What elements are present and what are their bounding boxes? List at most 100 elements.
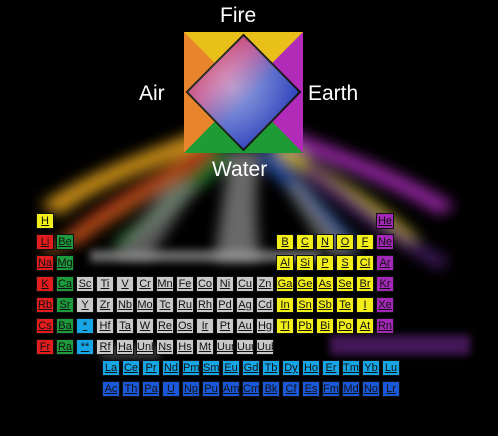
element-xe[interactable]: Xe [376,297,394,313]
element-n[interactable]: N [316,234,334,250]
element-ar[interactable]: Ar [376,255,394,271]
element-lanthanide-marker[interactable]: * [76,318,94,334]
element-cr[interactable]: Cr [136,276,154,292]
element-re[interactable]: Re [156,318,174,334]
element-in[interactable]: In [276,297,294,313]
element-tl[interactable]: Tl [276,318,294,334]
element-dy[interactable]: Dy [282,360,300,376]
element-bi[interactable]: Bi [316,318,334,334]
element-u[interactable]: U [162,381,180,397]
element-c[interactable]: C [296,234,314,250]
element-w[interactable]: W [136,318,154,334]
element-pt[interactable]: Pt [216,318,234,334]
element-pd[interactable]: Pd [216,297,234,313]
element-br[interactable]: Br [356,276,374,292]
element-uuu[interactable]: Uuu [236,339,254,355]
element-ra[interactable]: Ra [56,339,74,355]
element-as[interactable]: As [316,276,334,292]
element-mo[interactable]: Mo [136,297,154,313]
element-tb[interactable]: Tb [262,360,280,376]
element-rn[interactable]: Rn [376,318,394,334]
element-k[interactable]: K [36,276,54,292]
element-pa[interactable]: Pa [142,381,160,397]
element-hs[interactable]: Hs [176,339,194,355]
element-kr[interactable]: Kr [376,276,394,292]
element-ag[interactable]: Ag [236,297,254,313]
element-zr[interactable]: Zr [96,297,114,313]
element-sc[interactable]: Sc [76,276,94,292]
element-se[interactable]: Se [336,276,354,292]
element-mg[interactable]: Mg [56,255,74,271]
element-md[interactable]: Md [342,381,360,397]
element-th[interactable]: Th [122,381,140,397]
element-la[interactable]: La [102,360,120,376]
element-np[interactable]: Np [182,381,200,397]
element-ce[interactable]: Ce [122,360,140,376]
element-gd[interactable]: Gd [242,360,260,376]
element-uub[interactable]: Uub [256,339,274,355]
element-cs[interactable]: Cs [36,318,54,334]
element-sn[interactable]: Sn [296,297,314,313]
element-ta[interactable]: Ta [116,318,134,334]
element-at[interactable]: At [356,318,374,334]
element-s[interactable]: S [336,255,354,271]
element-te[interactable]: Te [336,297,354,313]
element-yb[interactable]: Yb [362,360,380,376]
element-ns[interactable]: Ns [156,339,174,355]
element-pr[interactable]: Pr [142,360,160,376]
element-tm[interactable]: Tm [342,360,360,376]
element-mn[interactable]: Mn [156,276,174,292]
element-fm[interactable]: Fm [322,381,340,397]
element-actinide-marker[interactable]: ** [76,339,94,355]
element-rb[interactable]: Rb [36,297,54,313]
element-be[interactable]: Be [56,234,74,250]
element-nd[interactable]: Nd [162,360,180,376]
element-o[interactable]: O [336,234,354,250]
element-si[interactable]: Si [296,255,314,271]
element-nb[interactable]: Nb [116,297,134,313]
element-al[interactable]: Al [276,255,294,271]
element-cu[interactable]: Cu [236,276,254,292]
element-hg[interactable]: Hg [256,318,274,334]
element-ne[interactable]: Ne [376,234,394,250]
element-pu[interactable]: Pu [202,381,220,397]
element-ha[interactable]: Ha [116,339,134,355]
element-unh[interactable]: Unh [136,339,154,355]
element-pb[interactable]: Pb [296,318,314,334]
element-ir[interactable]: Ir [196,318,214,334]
element-fe[interactable]: Fe [176,276,194,292]
element-ho[interactable]: Ho [302,360,320,376]
element-lu[interactable]: Lu [382,360,400,376]
element-hf[interactable]: Hf [96,318,114,334]
element-ca[interactable]: Ca [56,276,74,292]
element-sm[interactable]: Sm [202,360,220,376]
element-er[interactable]: Er [322,360,340,376]
element-he[interactable]: He [376,213,394,229]
element-ga[interactable]: Ga [276,276,294,292]
element-fr[interactable]: Fr [36,339,54,355]
element-ru[interactable]: Ru [176,297,194,313]
element-cf[interactable]: Cf [282,381,300,397]
element-cd[interactable]: Cd [256,297,274,313]
element-v[interactable]: V [116,276,134,292]
element-tc[interactable]: Tc [156,297,174,313]
element-lr[interactable]: Lr [382,381,400,397]
element-pm[interactable]: Pm [182,360,200,376]
element-co[interactable]: Co [196,276,214,292]
element-ac[interactable]: Ac [102,381,120,397]
element-ni[interactable]: Ni [216,276,234,292]
element-rf[interactable]: Rf [96,339,114,355]
element-mt[interactable]: Mt [196,339,214,355]
element-ge[interactable]: Ge [296,276,314,292]
element-sr[interactable]: Sr [56,297,74,313]
element-cl[interactable]: Cl [356,255,374,271]
element-ti[interactable]: Ti [96,276,114,292]
element-f[interactable]: F [356,234,374,250]
element-i[interactable]: I [356,297,374,313]
element-zn[interactable]: Zn [256,276,274,292]
element-p[interactable]: P [316,255,334,271]
element-es[interactable]: Es [302,381,320,397]
element-sb[interactable]: Sb [316,297,334,313]
element-na[interactable]: Na [36,255,54,271]
element-ba[interactable]: Ba [56,318,74,334]
